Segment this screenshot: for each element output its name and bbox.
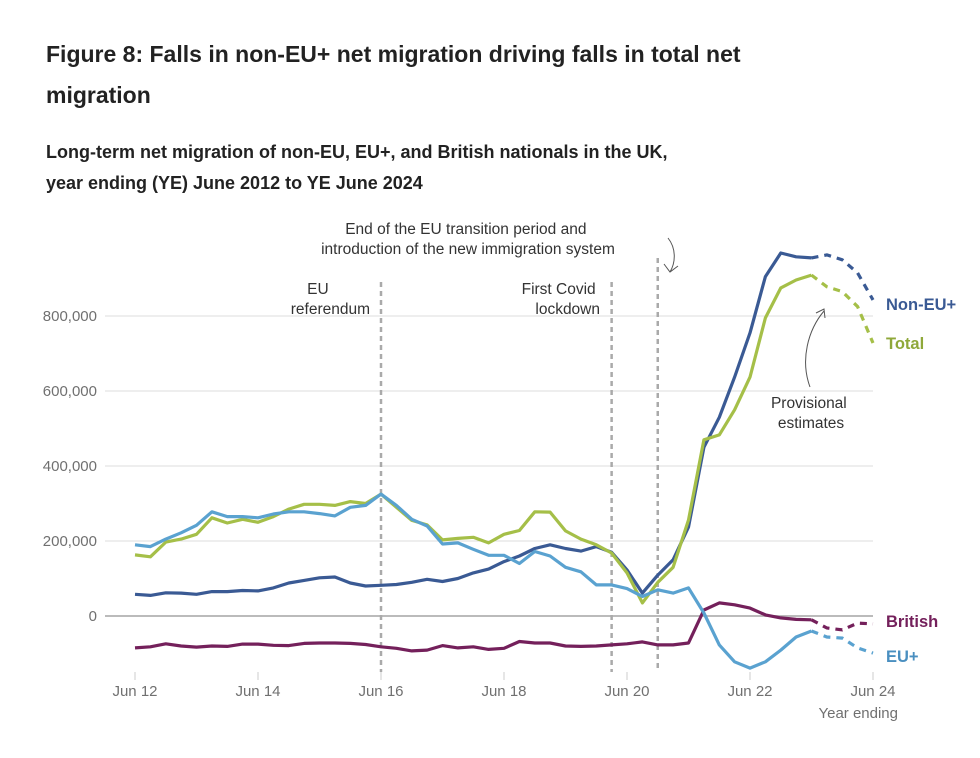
legend-non-eu: Non-EU+ — [886, 296, 956, 314]
gridlines — [105, 315, 873, 617]
series-line-eu — [134, 492, 813, 670]
series-lines — [134, 251, 875, 670]
x-tick-label: Jun 22 — [727, 683, 772, 700]
axis-labels: 0 200,000 400,000 600,000 800,000 Jun 12 Jun 1… — [43, 308, 896, 700]
y-tick-label: 0 — [89, 608, 97, 625]
y-tick-label: 800,000 — [43, 308, 97, 325]
series-line-provisional-british — [810, 618, 874, 632]
annotation-transition: End of the EU transition period and intr… — [321, 221, 615, 258]
y-tick-label: 600,000 — [43, 383, 97, 400]
annotation-covid: First Covid lockdown — [522, 281, 600, 318]
y-tick-label: 400,000 — [43, 458, 97, 475]
chart-subtitle: Long-term net migration of non-EU, EU+, … — [46, 137, 866, 199]
subtitle-line-2: year ending (YE) June 2012 to YE June 20… — [46, 173, 423, 193]
series-line-provisional-eu — [810, 629, 874, 655]
series-line-non-eu — [134, 251, 812, 597]
legend-british: British — [886, 613, 938, 631]
series-line-provisional-total — [810, 273, 875, 344]
y-tick-label: 200,000 — [43, 533, 97, 550]
series-line-provisional-non-eu — [811, 253, 875, 301]
x-tick-label: Jun 16 — [358, 683, 403, 700]
annotation-eu-referendum: EU referendum — [291, 281, 370, 318]
figure-title: Figure 8: Falls in non-EU+ net migration… — [46, 41, 741, 108]
x-tick-label: Jun 14 — [235, 683, 280, 700]
x-tick-label: Jun 20 — [604, 683, 649, 700]
series-line-british — [134, 601, 812, 653]
legend-eu: EU+ — [886, 648, 919, 666]
x-tick-label: Jun 24 — [850, 683, 895, 700]
subtitle-line-1: Long-term net migration of non-EU, EU+, … — [46, 142, 668, 162]
series-line-total — [134, 273, 812, 605]
x-tick-label: Jun 18 — [481, 683, 526, 700]
annotation-provisional: Provisional estimates — [771, 395, 851, 432]
event-lines — [379, 258, 659, 672]
transition-arrow — [663, 237, 679, 273]
legend-total: Total — [886, 335, 924, 353]
provisional-arrow — [805, 308, 826, 388]
x-axis-title: Year ending — [818, 705, 898, 722]
x-tick-label: Jun 12 — [112, 683, 157, 700]
